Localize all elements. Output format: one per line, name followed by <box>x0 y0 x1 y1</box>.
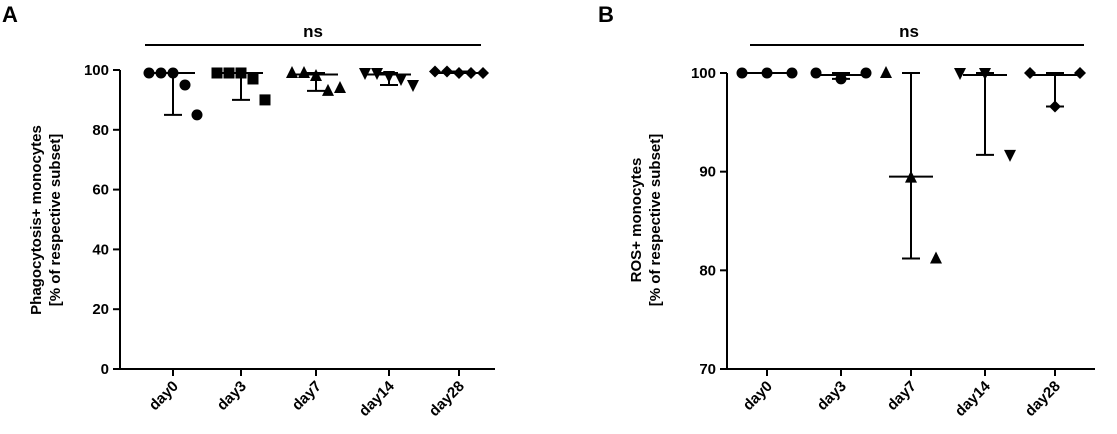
panel-a-point <box>465 66 477 79</box>
panel-b-x-tick-label: day7 <box>884 378 920 414</box>
panel-a-point <box>179 79 191 91</box>
panel-b-x-tick-label: day14 <box>952 377 995 420</box>
panel-a-ylabel-line1: Phagocytosis+ monocytes <box>28 125 45 315</box>
panel-b-group-day14 <box>954 68 1016 162</box>
panel-a-y-tick-label: 80 <box>92 122 109 139</box>
panel-b-group-day3 <box>810 67 872 85</box>
panel-b-y-tick-label: 100 <box>691 65 716 82</box>
panel-a-letter: A <box>2 2 18 27</box>
panel-a-point <box>334 80 346 93</box>
panel-a-ylabel: Phagocytosis+ monocytes [% of respective… <box>28 125 64 315</box>
panel-a-point <box>359 67 371 80</box>
panel-b-point <box>736 67 748 79</box>
panel-a-point <box>211 67 223 79</box>
panel-a-point <box>235 67 247 79</box>
panel-b-point <box>954 68 966 80</box>
panel-a-marks <box>143 65 489 121</box>
panel-b-y-tick-label: 90 <box>699 164 716 181</box>
panel-a-point <box>191 109 203 121</box>
panel-b-y-tick-label: 70 <box>699 361 716 378</box>
panel-b-point <box>1074 67 1086 79</box>
panel-b-point <box>1049 100 1061 113</box>
panel-b: B ns ROS+ monocytes [% of respective sub… <box>598 2 1095 420</box>
panel-a-point <box>371 67 383 80</box>
panel-a-y-tick-label: 100 <box>84 62 109 79</box>
panel-b-point <box>860 67 872 79</box>
panel-b-point <box>1004 149 1016 162</box>
panel-b-point <box>905 170 917 183</box>
panel-b-point <box>761 67 773 79</box>
panel-a-point <box>298 65 310 78</box>
panel-a-x-tick-label: day3 <box>214 378 250 414</box>
panel-b-point <box>1024 67 1036 79</box>
panel-a-point <box>286 65 298 78</box>
panel-a-point <box>167 67 179 79</box>
panel-a-group-day14 <box>359 67 419 92</box>
panel-b-marks <box>736 66 1086 264</box>
panel-a: A ns Phagocytosis+ monocytes [% of respe… <box>2 2 495 420</box>
panel-b-x-tick-label: day3 <box>814 378 850 414</box>
panel-a-point <box>453 66 465 79</box>
panel-a-point <box>310 68 322 81</box>
panel-a-point <box>429 65 441 78</box>
panel-a-group-day28 <box>429 65 489 79</box>
panel-b-letter: B <box>598 2 614 27</box>
panel-a-point <box>143 67 155 79</box>
panel-b-ylabel-line2: [% of respective subset] <box>647 134 664 307</box>
panel-a-y-tick-label: 20 <box>92 301 109 318</box>
panel-b-ylabel-line1: ROS+ monocytes <box>628 158 645 283</box>
panel-b-group-day28 <box>1024 67 1086 113</box>
panel-a-y-tick-label: 0 <box>101 361 109 378</box>
panel-a-point <box>155 67 167 79</box>
panel-b-x-tick-label: day28 <box>1022 378 1064 420</box>
panel-a-x-tick-label: day7 <box>289 378 325 414</box>
panel-a-group-day7 <box>286 65 346 96</box>
panel-b-axes: 70 80 90 100 day0 day3 day7 day14 day28 <box>691 65 1095 420</box>
panel-b-y-tick-label: 80 <box>699 262 716 279</box>
panel-b-significance-label: ns <box>899 22 919 41</box>
panel-b-point <box>880 66 892 78</box>
panel-a-ylabel-line2: [% of respective subset] <box>47 134 64 307</box>
panel-a-significance-label: ns <box>303 22 323 41</box>
panel-a-point <box>259 94 271 106</box>
panel-a-x-tick-label: day28 <box>426 378 468 420</box>
panel-b-point <box>786 67 798 79</box>
panel-a-point <box>441 65 453 78</box>
panel-a-y-tick-label: 40 <box>92 241 109 258</box>
panel-a-axes: 0 20 40 60 80 100 day0 day3 day7 day14 day28 <box>84 62 495 420</box>
panel-a-group-day0 <box>143 67 203 121</box>
panel-a-point <box>383 70 395 83</box>
panel-a-x-tick-label: day14 <box>356 377 399 420</box>
panel-b-point <box>810 67 822 79</box>
panel-a-y-tick-label: 60 <box>92 182 109 199</box>
panel-a-point <box>223 67 235 79</box>
panel-a-point <box>477 66 489 79</box>
panel-b-group-day7 <box>880 66 942 264</box>
panel-a-point <box>407 79 419 92</box>
panel-b-x-tick-label: day0 <box>740 378 776 414</box>
panel-b-group-day0 <box>736 67 798 79</box>
panel-a-point <box>322 83 334 96</box>
panel-a-group-day3 <box>211 67 271 106</box>
panel-a-point <box>247 73 259 85</box>
panel-b-point <box>979 68 991 80</box>
panel-b-point <box>835 73 847 85</box>
panel-b-point <box>930 251 942 264</box>
panel-a-point <box>395 73 407 86</box>
panel-a-x-tick-label: day0 <box>146 378 182 414</box>
panel-b-ylabel: ROS+ monocytes [% of respective subset] <box>628 134 664 307</box>
